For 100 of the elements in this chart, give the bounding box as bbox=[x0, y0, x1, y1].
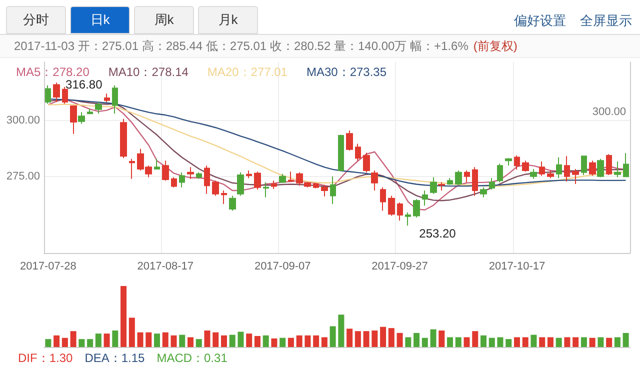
text: MA5：278.20 bbox=[16, 65, 90, 79]
x-tick-label: 2017-10-17 bbox=[488, 260, 546, 272]
text: MA30：273.35 bbox=[306, 65, 387, 79]
candlestick bbox=[45, 84, 51, 104]
bar bbox=[430, 329, 436, 347]
candlestick bbox=[279, 173, 286, 184]
bar bbox=[170, 335, 177, 347]
bar bbox=[162, 332, 168, 347]
bar bbox=[271, 338, 278, 347]
candlestick bbox=[597, 158, 604, 178]
candlestick bbox=[338, 134, 344, 172]
bar bbox=[204, 330, 210, 347]
candlestick bbox=[581, 156, 587, 176]
text: DEA：1.15 bbox=[84, 350, 145, 367]
bar bbox=[363, 331, 370, 347]
bar bbox=[112, 330, 118, 347]
bar bbox=[87, 339, 94, 347]
text: 月k bbox=[198, 6, 258, 34]
bar bbox=[506, 339, 512, 347]
text: 分时 bbox=[6, 6, 66, 34]
bar bbox=[95, 334, 102, 347]
bar bbox=[321, 337, 328, 347]
candlestick bbox=[229, 195, 236, 212]
candlestick bbox=[547, 170, 554, 179]
candlestick bbox=[162, 160, 169, 182]
candlestick bbox=[623, 152, 629, 178]
candlestick bbox=[254, 171, 261, 190]
bar bbox=[304, 335, 311, 347]
candlestick bbox=[204, 165, 210, 194]
bar bbox=[280, 338, 286, 347]
candlestick bbox=[87, 108, 93, 114]
bar bbox=[472, 331, 478, 347]
bar bbox=[422, 338, 428, 347]
candlestick bbox=[196, 172, 202, 180]
bar bbox=[212, 332, 219, 347]
text: MACD：0.31 bbox=[156, 350, 228, 367]
bar bbox=[589, 338, 596, 347]
bar bbox=[45, 339, 52, 347]
bar bbox=[488, 338, 495, 347]
bar bbox=[254, 336, 260, 347]
candlestick bbox=[129, 158, 135, 180]
bar bbox=[78, 339, 85, 347]
bar bbox=[330, 326, 336, 347]
candlestick bbox=[455, 170, 462, 186]
candlestick bbox=[589, 160, 596, 176]
bar bbox=[447, 337, 454, 347]
candlestick bbox=[246, 170, 252, 179]
candlestick bbox=[572, 168, 579, 185]
text: 2017-11-03 开：275.01 高：285.44 低：275.01 收：280.52 量：140.00万 幅：+1.6% bbox=[14, 39, 468, 53]
candlestick bbox=[405, 212, 411, 226]
candlestick bbox=[539, 161, 545, 176]
candlestick bbox=[564, 156, 570, 182]
annotation: 300.00 bbox=[592, 106, 626, 118]
candlestick bbox=[271, 180, 277, 190]
bar bbox=[606, 338, 612, 347]
candlestick bbox=[514, 154, 520, 170]
candlestick bbox=[614, 161, 621, 178]
bar bbox=[354, 331, 361, 347]
bar bbox=[346, 328, 353, 347]
bar bbox=[196, 339, 202, 347]
candlestick bbox=[497, 163, 503, 183]
candlestick bbox=[355, 143, 361, 162]
bar bbox=[62, 338, 68, 347]
bar bbox=[262, 335, 269, 347]
candlestick bbox=[556, 156, 562, 179]
bar bbox=[70, 331, 76, 347]
text: MA10：278.14 bbox=[108, 65, 189, 79]
candlestick bbox=[363, 152, 370, 173]
bar bbox=[522, 337, 528, 347]
candlestick bbox=[330, 176, 336, 205]
x-tick-label: 2017-07-28 bbox=[20, 260, 76, 272]
bar bbox=[405, 337, 412, 347]
bar bbox=[497, 337, 504, 347]
candlestick bbox=[187, 166, 194, 180]
candlestick bbox=[464, 170, 470, 183]
candlestick bbox=[505, 158, 512, 166]
candlestick bbox=[489, 178, 495, 190]
candlestick bbox=[112, 84, 118, 114]
text: (前复权) bbox=[473, 39, 518, 53]
text: DIF：1.30 bbox=[18, 350, 73, 367]
annotation: 316.80 bbox=[66, 78, 103, 92]
bar bbox=[572, 337, 579, 347]
candlestick bbox=[380, 186, 386, 212]
bar bbox=[514, 337, 520, 347]
text: 偏好设置 bbox=[514, 12, 566, 30]
candlestick bbox=[422, 190, 428, 206]
text: 周k bbox=[134, 6, 194, 34]
bar bbox=[564, 337, 570, 347]
bar bbox=[414, 332, 420, 347]
annotation: 253.20 bbox=[419, 226, 456, 241]
candlestick bbox=[346, 130, 353, 152]
candlestick bbox=[522, 160, 529, 172]
candlestick bbox=[313, 182, 319, 189]
bar bbox=[380, 326, 386, 347]
bar bbox=[54, 335, 60, 347]
candlestick bbox=[472, 166, 478, 196]
bar bbox=[188, 337, 194, 347]
candlestick bbox=[263, 182, 269, 198]
bar bbox=[372, 330, 378, 347]
candlestick bbox=[104, 93, 110, 102]
